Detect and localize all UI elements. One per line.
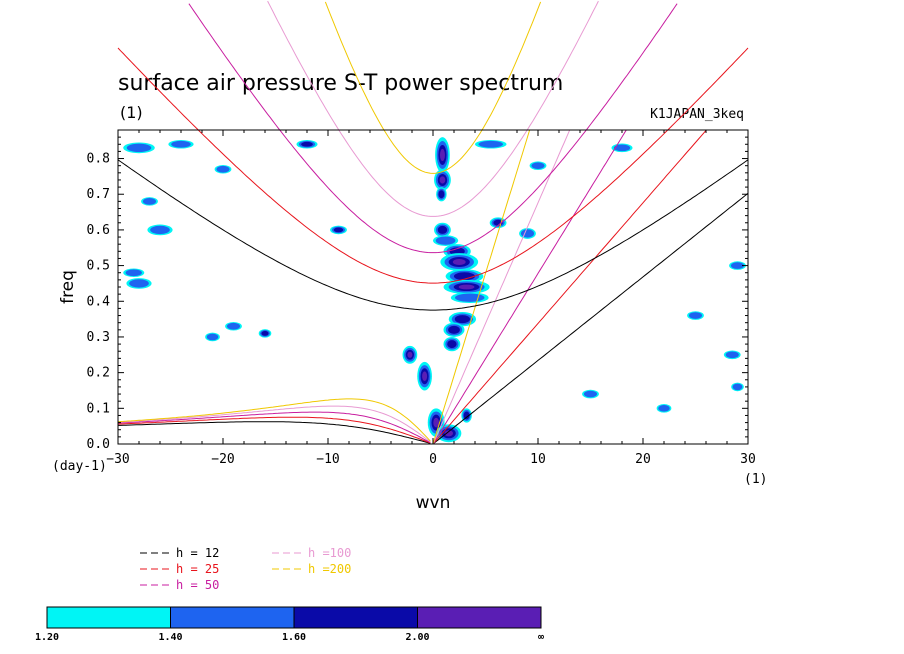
x-tick-label-5: 20 <box>635 452 651 467</box>
x-axis-label: wvn <box>416 493 451 513</box>
shaded-region-21-level-1 <box>126 143 152 153</box>
shaded-region-34-level-1 <box>730 262 745 269</box>
y-tick-label-7: 0.7 <box>87 187 110 202</box>
rossby-curve-h100 <box>118 405 431 443</box>
dispersion-curves-outside <box>117 0 749 311</box>
y-tick-label-6: 0.6 <box>87 223 110 238</box>
y-tick-label-5: 0.5 <box>87 259 110 274</box>
y-tick-label-1: 0.1 <box>87 401 110 416</box>
shaded-region-39-level-1 <box>658 404 670 412</box>
x-tick-label-0: −30 <box>106 452 129 467</box>
kelvin-curve-h200 <box>432 130 531 444</box>
kelvin-curve-h100 <box>432 130 571 444</box>
x-tick-label-4: 10 <box>530 452 546 467</box>
shaded-region-36-level-1 <box>732 383 743 391</box>
x-unit-label: (1) <box>744 472 767 487</box>
shaded-region-28-level-2 <box>301 141 313 147</box>
shaded-region-0-level-3 <box>439 148 445 162</box>
shaded-region-38-level-1 <box>583 390 598 398</box>
shaded-region-25-level-1 <box>129 279 149 288</box>
gravity-curve-h100 <box>267 0 599 217</box>
y-tick-label-3: 0.3 <box>87 330 110 345</box>
legend-label-h100: h =100 <box>308 546 351 560</box>
shaded-region-30-level-1 <box>216 165 230 173</box>
shaded-region-12-level-2 <box>447 340 457 349</box>
rossby-curve-h25 <box>118 416 431 444</box>
x-tick-label-1: −20 <box>211 452 234 467</box>
shaded-region-37-level-1 <box>531 162 545 170</box>
shaded-region-1-level-3 <box>439 176 446 184</box>
shaded-region-33-level-1 <box>688 312 703 319</box>
shaded-regions <box>123 137 746 443</box>
shaded-region-31-level-1 <box>206 333 219 341</box>
colorbar: 1.20 1.40 1.60 2.00 ∞ <box>35 606 544 643</box>
x-tick-label-3: 0 <box>429 452 437 467</box>
gravity-curve-h12 <box>117 159 749 311</box>
colorbar-label-0: 1.20 <box>35 632 59 643</box>
shaded-region-14-level-3 <box>422 371 428 382</box>
plot-frame <box>117 129 749 445</box>
shaded-region-27-level-2 <box>261 330 269 336</box>
shaded-region-9-level-1 <box>455 293 485 302</box>
rossby-curve-h12 <box>118 421 431 444</box>
shaded-region-40-level-1 <box>142 198 157 205</box>
shaded-region-6-level-3 <box>452 258 466 266</box>
rossby-curve-h50 <box>118 411 431 444</box>
shaded-region-7-level-2 <box>453 272 476 281</box>
y-tick-label-4: 0.4 <box>87 294 111 309</box>
x-tick-label-2: −10 <box>316 452 339 467</box>
legend: h = 12 h = 25 h = 50 h =100 h =200 <box>140 546 351 592</box>
shaded-region-13-level-3 <box>407 351 413 358</box>
shaded-region-2-level-2 <box>438 190 445 199</box>
shaded-region-10-level-2 <box>454 315 471 324</box>
y-axis-label: freq <box>58 270 78 304</box>
colorbar-label-3: 2.00 <box>405 632 429 643</box>
shaded-region-17-level-2 <box>463 411 470 420</box>
shaded-region-8-level-3 <box>458 284 475 290</box>
shaded-region-3-level-2 <box>437 225 448 234</box>
colorbar-segment-1 <box>170 606 295 629</box>
chart-title: surface air pressure S-T power spectrum <box>118 71 563 96</box>
y-tick-label-8: 0.8 <box>87 152 110 167</box>
gravity-curve-h25 <box>117 47 749 284</box>
colorbar-label-2: 1.60 <box>282 632 306 643</box>
legend-label-h12: h = 12 <box>176 546 219 560</box>
gravity-curve-h200 <box>324 1 542 174</box>
y-unit-label: (day-1) <box>52 459 107 474</box>
shaded-region-4-level-1 <box>435 236 456 245</box>
y-tick-label-2: 0.2 <box>87 366 110 381</box>
shaded-region-16-level-3 <box>444 430 454 437</box>
shaded-region-22-level-1 <box>171 140 191 148</box>
y-tick-label-0: 0.0 <box>87 437 110 452</box>
dispersion-curves <box>118 130 748 444</box>
rossby-curve-h200 <box>118 398 431 442</box>
colorbar-segment-0 <box>46 606 171 629</box>
axes: −30 −20 −10 0 10 20 30 0.0 0.1 0.2 0.3 0.4 0.5 0.6 0.7… <box>87 130 756 467</box>
colorbar-label-4: ∞ <box>538 632 544 643</box>
gravity-curve-h50 <box>188 3 678 254</box>
kelvin-curve-h25 <box>432 130 708 444</box>
shaded-region-26-level-1 <box>226 322 241 330</box>
shaded-region-15-level-3 <box>433 417 440 428</box>
colorbar-segment-3 <box>417 606 542 629</box>
chart-subtitle: (1) <box>120 103 143 122</box>
legend-label-h25: h = 25 <box>176 562 219 576</box>
shaded-region-11-level-2 <box>448 325 460 334</box>
run-label: K1JAPAN_3keq <box>650 107 744 122</box>
x-tick-label-6: 30 <box>740 452 756 467</box>
legend-label-h50: h = 50 <box>176 578 219 592</box>
shaded-region-35-level-1 <box>725 351 739 359</box>
colorbar-segment-2 <box>293 606 418 629</box>
legend-label-h200: h =200 <box>308 562 351 576</box>
kelvin-curve-h50 <box>432 130 627 444</box>
shaded-region-24-level-1 <box>125 269 142 277</box>
shaded-region-32-level-1 <box>613 144 631 152</box>
kelvin-curve-h12 <box>432 192 748 444</box>
shaded-region-18-level-1 <box>478 140 504 148</box>
shaded-region-29-level-2 <box>333 227 344 233</box>
colorbar-label-1: 1.40 <box>158 632 182 643</box>
shaded-region-23-level-1 <box>150 225 170 235</box>
